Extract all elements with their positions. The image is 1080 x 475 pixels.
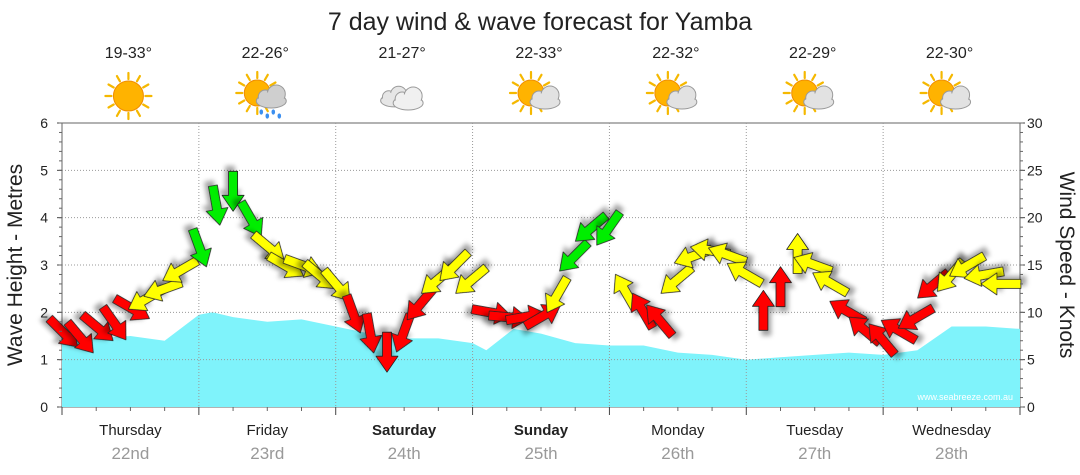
wind-arrow [545, 275, 572, 313]
sun-cloud-icon [919, 70, 972, 116]
left-tick-label: 3 [40, 257, 48, 273]
wind-arrow [963, 264, 1005, 287]
wind-arrow [752, 289, 775, 331]
left-tick-label: 0 [40, 399, 48, 415]
right-tick-label: 5 [1027, 352, 1035, 368]
day-temperature: 22-32° [652, 45, 699, 62]
wind-arrow [812, 270, 851, 298]
day-name-label: Tuesday [786, 422, 843, 439]
day-temperature: 22-30° [926, 45, 973, 62]
right-axis-label: Wind Speed - Knots [1055, 172, 1078, 359]
day-name-label: Wednesday [912, 422, 991, 439]
left-axis-label: Wave Height - Metres [4, 164, 27, 366]
x-axis-days: Thursday 22nd Friday 23rd Saturday 24th Sunday… [61, 407, 1021, 463]
day-temperature: 19-33° [105, 45, 152, 62]
sun-cloud-icon [782, 70, 835, 116]
left-tick-label: 5 [40, 162, 48, 178]
wind-arrow [646, 304, 677, 339]
day-temperature: 22-26° [242, 45, 289, 62]
wind-arrow [897, 303, 936, 331]
wind-arrow [769, 266, 792, 308]
left-tick-label: 1 [40, 352, 48, 368]
day-name-label: Sunday [514, 422, 569, 439]
wave-height-area [62, 312, 1020, 407]
sun-cloud-icon [645, 70, 698, 116]
day-forecast-row: 19-33° 22-26° 21-27° 22-33° 22-32° 22-29° 22-3… [104, 45, 973, 121]
watermark: www.seabreeze.com.au [916, 392, 1013, 402]
day-date-label: 24th [388, 444, 421, 463]
wind-arrow [455, 263, 490, 294]
wind-arrow [205, 184, 229, 226]
wind-arrow [575, 211, 610, 242]
wave-area [62, 312, 1020, 407]
wind-arrow [880, 318, 919, 345]
day-date-label: 23rd [250, 444, 284, 463]
wind-arrow [79, 311, 114, 342]
day-temperature: 22-33° [515, 45, 562, 62]
wind-arrow [439, 248, 472, 281]
wind-arrow [726, 261, 765, 288]
right-tick-label: 10 [1027, 304, 1043, 320]
wind-arrow [359, 312, 383, 354]
day-name-label: Saturday [372, 422, 437, 439]
day-date-label: 22nd [112, 444, 150, 463]
sun-icon [104, 71, 153, 121]
day-date-label: 28th [935, 444, 968, 463]
right-tick-label: 15 [1027, 257, 1043, 273]
wind-arrow [63, 318, 94, 354]
cloud-icon [380, 85, 424, 111]
left-tick-label: 6 [40, 115, 48, 131]
wind-arrow [559, 239, 592, 272]
wind-arrow [596, 209, 624, 246]
wind-arrow [786, 233, 809, 274]
day-date-label: 26th [661, 444, 694, 463]
wind-arrow [221, 170, 245, 212]
day-temperature: 21-27° [378, 45, 425, 62]
wind-arrow [236, 199, 264, 238]
left-axis: 0 1 2 3 4 5 6 [40, 115, 62, 415]
day-name-label: Monday [651, 422, 705, 439]
wind-arrow [250, 230, 285, 261]
right-tick-label: 25 [1027, 162, 1043, 178]
day-date-label: 25th [524, 444, 557, 463]
wind-arrow [98, 304, 127, 341]
left-tick-label: 2 [40, 304, 48, 320]
chart-title: 7 day wind & wave forecast for Yamba [328, 8, 752, 36]
left-tick-label: 4 [40, 210, 48, 226]
wind-arrow [188, 227, 212, 268]
wind-arrows [45, 170, 1022, 373]
day-name-label: Friday [246, 422, 288, 439]
right-tick-label: 20 [1027, 210, 1043, 226]
sun-cloud-icon [508, 70, 561, 116]
right-axis: 0 5 10 15 20 25 30 [1020, 115, 1043, 415]
sun-cloud-rain-icon [235, 70, 287, 119]
day-name-label: Thursday [99, 422, 162, 439]
day-temperature: 22-29° [789, 45, 836, 62]
wind-arrow [320, 266, 351, 302]
right-tick-label: 0 [1027, 399, 1035, 415]
day-date-label: 27th [798, 444, 831, 463]
right-tick-label: 30 [1027, 115, 1043, 131]
wind-arrow [375, 331, 399, 373]
